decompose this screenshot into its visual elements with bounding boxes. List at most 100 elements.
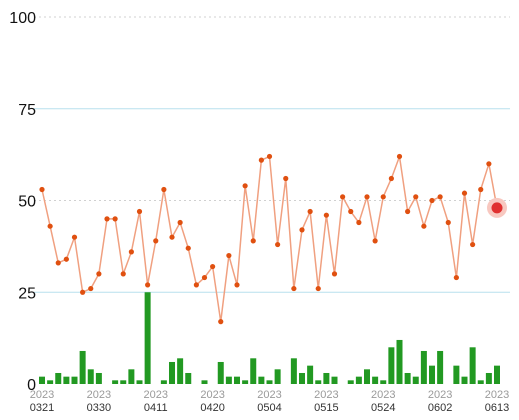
data-point bbox=[71, 234, 78, 240]
bar bbox=[274, 369, 281, 384]
data-point bbox=[63, 256, 69, 262]
bar bbox=[87, 369, 94, 384]
data-point bbox=[120, 271, 126, 277]
data-point bbox=[405, 208, 411, 215]
bar bbox=[136, 380, 143, 384]
bar bbox=[485, 372, 492, 384]
x-tick-date: 0330 bbox=[87, 402, 111, 414]
x-tick-year: 2023 bbox=[87, 389, 111, 401]
data-point bbox=[226, 252, 232, 259]
data-point bbox=[380, 194, 386, 200]
bar bbox=[201, 380, 208, 384]
bar bbox=[364, 369, 370, 384]
bar bbox=[372, 376, 379, 384]
data-point bbox=[364, 194, 370, 200]
data-point bbox=[356, 219, 362, 226]
bar bbox=[112, 380, 119, 384]
data-point bbox=[396, 153, 403, 160]
bar bbox=[396, 339, 403, 384]
x-tick-year: 2023 bbox=[314, 389, 338, 401]
x-tick-date: 0515 bbox=[314, 402, 338, 414]
bar bbox=[169, 361, 175, 384]
bar bbox=[420, 350, 427, 384]
data-point bbox=[218, 319, 224, 325]
data-point bbox=[437, 194, 443, 200]
y-tick-label: 100 bbox=[9, 10, 36, 27]
data-point bbox=[185, 245, 191, 251]
bar bbox=[47, 380, 54, 384]
data-point bbox=[413, 194, 419, 200]
bar bbox=[355, 376, 362, 384]
bar bbox=[120, 380, 127, 384]
bar bbox=[217, 361, 224, 384]
data-point bbox=[299, 227, 305, 233]
data-point bbox=[80, 289, 86, 295]
data-point bbox=[421, 223, 427, 229]
data-point bbox=[136, 208, 143, 215]
line-markers bbox=[39, 153, 507, 325]
x-tick-date: 0504 bbox=[257, 402, 281, 414]
bar bbox=[225, 376, 232, 384]
data-point bbox=[461, 190, 468, 196]
bar bbox=[477, 380, 484, 384]
data-point bbox=[478, 186, 484, 193]
y-axis-ticks: 100 75 50 25 0 bbox=[9, 10, 36, 394]
grid-lines bbox=[34, 16, 510, 293]
data-point bbox=[177, 219, 183, 226]
data-point bbox=[283, 175, 289, 182]
y-tick-label: 0 bbox=[27, 377, 36, 394]
x-tick-year: 2023 bbox=[428, 389, 452, 401]
data-point bbox=[331, 271, 338, 277]
bar bbox=[144, 292, 151, 384]
highlight-point[interactable] bbox=[491, 202, 503, 214]
bar bbox=[331, 376, 338, 384]
data-point bbox=[145, 282, 151, 288]
bar-series bbox=[39, 292, 500, 384]
data-point bbox=[291, 285, 297, 292]
bar bbox=[323, 372, 330, 384]
x-tick-year: 2023 bbox=[485, 389, 509, 401]
data-point bbox=[104, 216, 110, 222]
data-point bbox=[169, 234, 175, 240]
data-point bbox=[258, 157, 264, 163]
data-point bbox=[47, 223, 53, 229]
x-axis-ticks: 2023032120230330202304112023042020230504… bbox=[30, 389, 509, 414]
bar bbox=[95, 372, 102, 384]
x-tick-date: 0420 bbox=[200, 402, 224, 414]
data-point bbox=[323, 212, 329, 218]
data-point bbox=[242, 183, 248, 189]
bar bbox=[39, 376, 45, 384]
x-tick-year: 2023 bbox=[200, 389, 224, 401]
x-tick-year: 2023 bbox=[144, 389, 168, 401]
data-point bbox=[153, 238, 159, 244]
bar bbox=[469, 347, 476, 384]
bar bbox=[299, 372, 305, 384]
bar bbox=[258, 376, 265, 384]
y-tick-label: 25 bbox=[18, 285, 36, 302]
bar bbox=[79, 350, 86, 384]
bar bbox=[315, 380, 322, 384]
x-tick-date: 0613 bbox=[485, 402, 509, 414]
y-tick-label: 50 bbox=[18, 194, 36, 211]
bar bbox=[412, 376, 419, 384]
data-point bbox=[429, 197, 435, 204]
bar bbox=[71, 376, 78, 384]
data-point bbox=[55, 260, 61, 266]
bar bbox=[185, 372, 192, 384]
bar bbox=[242, 380, 249, 384]
data-point bbox=[128, 249, 134, 255]
bar bbox=[494, 365, 500, 384]
bar bbox=[250, 358, 257, 384]
x-tick-date: 0602 bbox=[428, 402, 452, 414]
bar bbox=[177, 358, 184, 384]
data-point bbox=[88, 285, 94, 292]
bar bbox=[128, 369, 135, 384]
data-point bbox=[307, 208, 313, 215]
bar bbox=[160, 380, 167, 384]
data-point bbox=[388, 175, 394, 182]
data-point bbox=[39, 186, 45, 193]
bar bbox=[234, 376, 240, 384]
data-point bbox=[275, 241, 281, 248]
data-point bbox=[210, 263, 216, 270]
x-tick-year: 2023 bbox=[371, 389, 395, 401]
